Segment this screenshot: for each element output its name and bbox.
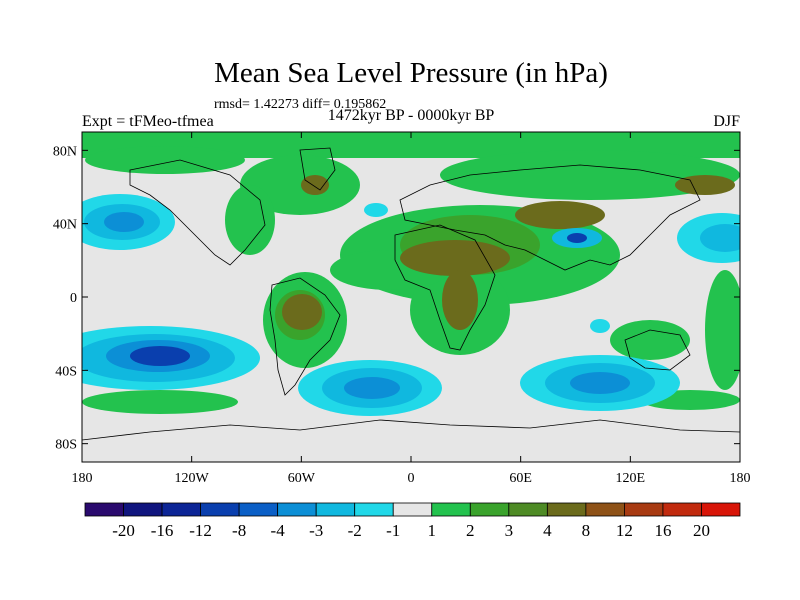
colorbar-swatch: [161, 502, 201, 517]
colorbar-label: -1: [386, 521, 400, 540]
sahara-core: [400, 240, 510, 276]
amazon-core: [282, 294, 322, 330]
australia-patch: [610, 320, 690, 360]
experiment-label: Expt = tFMeo-tfmea: [82, 113, 214, 130]
colorbar-label: -12: [189, 521, 212, 540]
eurasia-coast: [399, 164, 701, 271]
x-tick-label: 120W: [175, 471, 210, 486]
colorbar-swatch: [701, 502, 741, 517]
colorbar-label: -3: [309, 521, 323, 540]
north-pacific-low-core: [104, 212, 144, 232]
colorbar-swatch: [431, 502, 471, 517]
colorbar: -20 -16 -12 -8 -4 -3 -2 -1 1 2 3 4 8 12 16 20: [84, 502, 741, 540]
colorbar-swatch: [354, 502, 394, 517]
colorbar-swatch: [546, 502, 587, 517]
colorbar-label: 3: [505, 521, 514, 540]
north-america-coast: [129, 159, 266, 266]
colorbar-swatch: [315, 502, 356, 517]
colorbar-swatch: [624, 502, 664, 517]
season-label: DJF: [713, 113, 740, 130]
x-axis: 180 120W 60W 0 60E 120E 180: [72, 132, 751, 486]
south-pacific-low-core: [130, 346, 190, 366]
pacific-west-patch: [705, 270, 740, 390]
east-pacific-low-mid: [700, 224, 740, 252]
antarctica-coast: [82, 419, 740, 441]
negative-anomaly-fields: [82, 194, 740, 416]
x-tick-label: 180: [72, 471, 93, 486]
colorbar-label: -16: [151, 521, 174, 540]
colorbar-swatch: [123, 502, 163, 517]
tibet-low-core: [567, 233, 587, 243]
colorbar-label: 20: [693, 521, 710, 540]
central-asia-core: [515, 201, 605, 229]
colorbar-swatch: [84, 502, 124, 517]
north-america-patch: [85, 146, 245, 174]
south-indian-low-core: [570, 372, 630, 394]
colorbar-swatch: [662, 502, 702, 517]
colorbar-swatch: [469, 502, 510, 517]
atlantic-small-low: [364, 203, 388, 217]
positive-anomaly-strong: [282, 175, 735, 330]
stats-line: rmsd= 1.42273 diff= 0.195862: [214, 97, 386, 112]
colorbar-label: -4: [271, 521, 286, 540]
southern-band-patch: [82, 390, 238, 414]
colorbar-label: -20: [112, 521, 135, 540]
colorbar-label: 12: [616, 521, 633, 540]
colorbar-label: -8: [232, 521, 246, 540]
australia-coast: [624, 329, 691, 371]
x-tick-label: 60W: [288, 471, 316, 486]
colorbar-swatch: [200, 502, 240, 517]
x-tick-label: 0: [408, 471, 415, 486]
y-tick-label: 80N: [53, 144, 77, 159]
y-tick-label: 80S: [55, 438, 77, 453]
y-tick-label: 40N: [53, 218, 77, 233]
colorbar-label: 8: [582, 521, 591, 540]
x-tick-label: 120E: [616, 471, 646, 486]
colorbar-label: 4: [543, 521, 552, 540]
x-tick-label: 60E: [509, 471, 532, 486]
chart-subtitle: 1472kyr BP - 0000kyr BP: [328, 107, 495, 124]
south-america-coast: [269, 277, 341, 396]
colorbar-swatch: [508, 502, 548, 517]
greenland-core: [301, 175, 329, 195]
coastlines: [82, 147, 740, 441]
y-tick-label: 40S: [55, 364, 77, 379]
colorbar-label: 2: [466, 521, 475, 540]
y-axis: 80N 40N 0 40S 80S: [53, 144, 740, 453]
colorbar-label: 1: [428, 521, 437, 540]
colorbar-swatch: [585, 502, 625, 517]
colorbar-swatch: [392, 502, 433, 517]
x-tick-label: 180: [730, 471, 751, 486]
colorbar-label: 16: [654, 521, 671, 540]
greenland-coast: [299, 147, 336, 191]
australia-small-low: [590, 319, 610, 333]
colorbar-label: -2: [348, 521, 362, 540]
chart-title: Mean Sea Level Pressure (in hPa): [214, 57, 608, 89]
colorbar-swatch: [277, 502, 317, 517]
y-tick-label: 0: [70, 291, 77, 306]
east-africa-core: [442, 270, 478, 330]
africa-coast: [394, 224, 496, 351]
south-atlantic-low-core: [344, 377, 400, 399]
europe-asia-patch: [440, 150, 740, 200]
canada-patch: [225, 185, 275, 255]
colorbar-swatch: [238, 502, 279, 517]
map-panel: [82, 132, 740, 462]
north-pacific-core: [675, 175, 735, 195]
